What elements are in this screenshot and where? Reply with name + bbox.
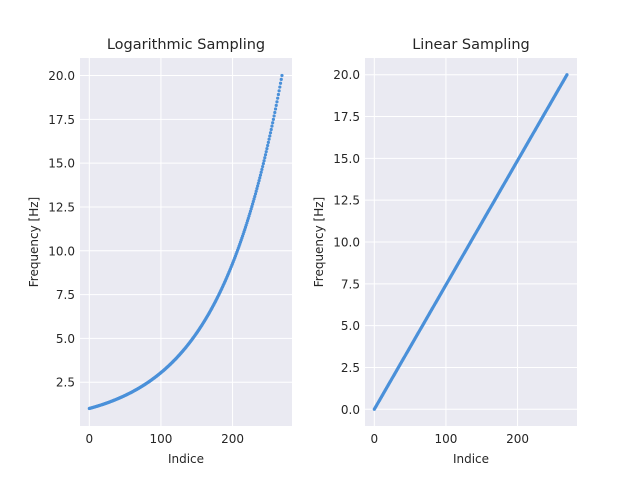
data-point <box>255 187 259 191</box>
y-tick-label: 10.0 <box>333 236 360 250</box>
y-tick-label: 2.5 <box>341 361 360 375</box>
data-point <box>279 77 283 82</box>
x-tick-label: 200 <box>506 432 529 446</box>
chart-title: Linear Sampling <box>412 37 530 53</box>
data-point <box>276 96 280 100</box>
data-point <box>258 173 263 177</box>
y-tick-label: 12.5 <box>48 200 75 214</box>
data-point <box>249 207 253 211</box>
y-tick-label: 0.0 <box>341 403 360 417</box>
data-point <box>280 73 284 78</box>
data-point <box>278 85 282 89</box>
data-point <box>263 156 267 160</box>
x-tick-label: 0 <box>85 432 93 446</box>
data-point <box>273 110 277 115</box>
y-tick-label: 15.0 <box>333 152 360 166</box>
data-point <box>565 73 569 77</box>
data-point <box>253 194 257 199</box>
y-tick-label: 7.5 <box>341 277 360 291</box>
data-point <box>271 117 275 121</box>
data-point <box>259 170 263 174</box>
chart-title: Logarithmic Sampling <box>107 37 265 53</box>
y-tick-label: 17.5 <box>333 110 360 124</box>
data-point <box>268 131 273 135</box>
y-tick-label: 20.0 <box>333 68 360 82</box>
y-tick-label: 10.0 <box>48 244 75 258</box>
x-tick-label: 100 <box>434 432 457 446</box>
x-axis-label: Indice <box>453 452 489 466</box>
data-point <box>262 159 266 163</box>
data-point <box>252 197 256 201</box>
y-tick-label: 12.5 <box>333 194 360 208</box>
x-axis-label: Indice <box>168 452 204 466</box>
data-point <box>267 137 271 141</box>
data-point <box>273 107 278 111</box>
data-point <box>261 164 265 169</box>
data-point <box>266 140 270 144</box>
y-axis-label: Frequency [Hz] <box>27 197 41 288</box>
data-point <box>260 167 264 172</box>
data-point <box>275 100 279 104</box>
y-tick-label: 2.5 <box>56 376 75 390</box>
y-tick-label: 5.0 <box>56 332 75 346</box>
y-axis-label: Frequency [Hz] <box>312 197 326 288</box>
x-tick-label: 100 <box>149 432 172 446</box>
data-point <box>278 81 283 85</box>
data-point <box>258 176 262 180</box>
data-point <box>276 92 280 97</box>
y-tick-label: 5.0 <box>341 319 360 333</box>
log-sampling-panel: 0 100 200 2.5 5.0 7.5 10.0 12.5 15.0 17.5 20.0 Loga… <box>27 37 292 466</box>
x-tick-label: 0 <box>370 432 378 446</box>
data-point <box>263 153 268 157</box>
data-point <box>250 204 254 209</box>
data-point <box>266 143 270 148</box>
data-point <box>261 162 265 166</box>
data-point <box>254 189 258 193</box>
data-point <box>253 192 258 196</box>
data-point <box>248 209 253 213</box>
data-point <box>256 181 260 185</box>
data-point <box>270 124 274 128</box>
data-point <box>265 147 269 151</box>
linear-sampling-panel: 0 100 200 0.0 2.5 5.0 7.5 10.0 12.5 15.0 17.5 20.0 L… <box>312 37 577 466</box>
plot-area <box>80 58 292 426</box>
data-point <box>269 127 273 132</box>
data-point <box>274 103 278 107</box>
data-point <box>271 121 275 125</box>
data-point <box>264 150 268 154</box>
x-tick-label: 200 <box>221 432 244 446</box>
y-tick-label: 17.5 <box>48 113 75 127</box>
data-point <box>268 134 272 138</box>
data-point <box>277 89 281 93</box>
y-tick-label: 15.0 <box>48 157 75 171</box>
y-tick-label: 7.5 <box>56 288 75 302</box>
data-point <box>257 178 261 183</box>
data-point <box>272 114 276 118</box>
data-point <box>251 202 255 206</box>
data-point <box>251 199 255 204</box>
y-tick-label: 20.0 <box>48 69 75 83</box>
data-point <box>256 184 260 188</box>
